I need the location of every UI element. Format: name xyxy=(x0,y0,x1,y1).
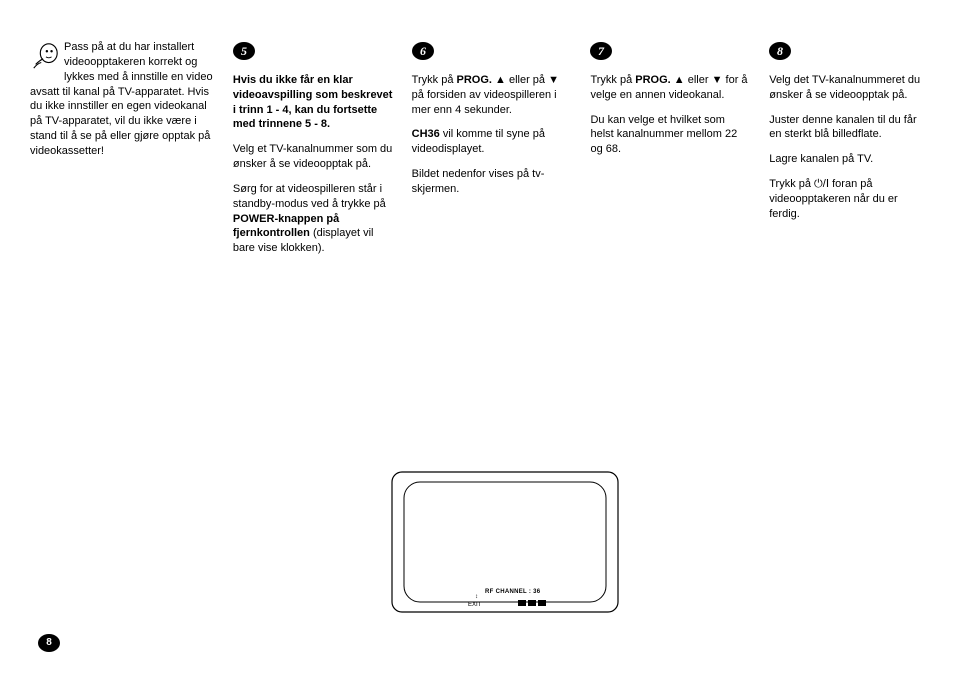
step5-p3: Sørg for at videospilleren står i standb… xyxy=(233,182,394,256)
step-badge-6: 6 xyxy=(412,40,434,62)
step8-p1: Velg det TV-kanalnummeret du ønsker å se… xyxy=(769,73,930,103)
content-columns: Pass på at du har installert videoopptak… xyxy=(30,40,930,266)
svg-text:7: 7 xyxy=(598,44,605,58)
step8-p2: Juster denne kanalen til du får en sterk… xyxy=(769,113,930,143)
step7-p1b: PROG. xyxy=(635,74,670,86)
tv-svg: ↕ EXIT xyxy=(390,470,620,620)
page-number-badge: 8 xyxy=(38,632,60,654)
hand-note-icon xyxy=(30,40,60,70)
svg-text:EXIT: EXIT xyxy=(468,602,482,608)
step-8-column: 8 Velg det TV-kanalnummeret du ønsker å … xyxy=(769,40,930,266)
step-6-column: 6 Trykk på PROG. ▲ eller på ▼ på forside… xyxy=(412,40,573,266)
step6-p1: Trykk på PROG. ▲ eller på ▼ på forsiden … xyxy=(412,73,573,118)
step5-p2: Velg et TV-kanalnummer som du ønsker å s… xyxy=(233,142,394,172)
step7-p1a: Trykk på xyxy=(590,74,635,86)
step6-p1a: Trykk på xyxy=(412,74,457,86)
note-column: Pass på at du har installert videoopptak… xyxy=(30,40,215,266)
svg-text:8: 8 xyxy=(777,44,783,58)
tv-label-channel: RF CHANNEL : 36 xyxy=(485,588,540,596)
step5-p3a: Sørg for at videospilleren står i standb… xyxy=(233,183,386,210)
svg-text:6: 6 xyxy=(420,44,426,58)
page-number-text: 8 xyxy=(38,632,60,654)
step8-p4: Trykk på ⏻/Ⅰ foran på videoopptakeren nå… xyxy=(769,177,930,222)
step-badge-8: 8 xyxy=(769,40,791,62)
svg-text:↕: ↕ xyxy=(475,594,478,600)
step6-p2: CH36 vil komme til syne på videodisplaye… xyxy=(412,127,573,157)
step6-p2a: CH36 xyxy=(412,128,440,140)
step-badge-5: 5 xyxy=(233,40,255,62)
step6-p3: Bildet nedenfor vises på tv-skjermen. xyxy=(412,167,573,197)
step-7-column: 7 Trykk på PROG. ▲ eller ▼ for å velge e… xyxy=(590,40,751,266)
svg-text:5: 5 xyxy=(241,44,247,58)
step7-p2: Du kan velge et hvilket som helst kanaln… xyxy=(590,113,751,158)
step-badge-7: 7 xyxy=(590,40,612,62)
step5-p1-bold: Hvis du ikke får en klar videoavspilling… xyxy=(233,74,393,131)
step-5-column: 5 Hvis du ikke får en klar videoavspilli… xyxy=(233,40,394,266)
tv-screen-diagram: ↕ EXIT RF CHANNEL : 36 xyxy=(390,470,620,620)
step5-p1: Hvis du ikke får en klar videoavspilling… xyxy=(233,73,394,132)
step8-p3: Lagre kanalen på TV. xyxy=(769,152,930,167)
step6-p1b: PROG. xyxy=(457,74,492,86)
step7-p1: Trykk på PROG. ▲ eller ▼ for å velge en … xyxy=(590,73,751,103)
